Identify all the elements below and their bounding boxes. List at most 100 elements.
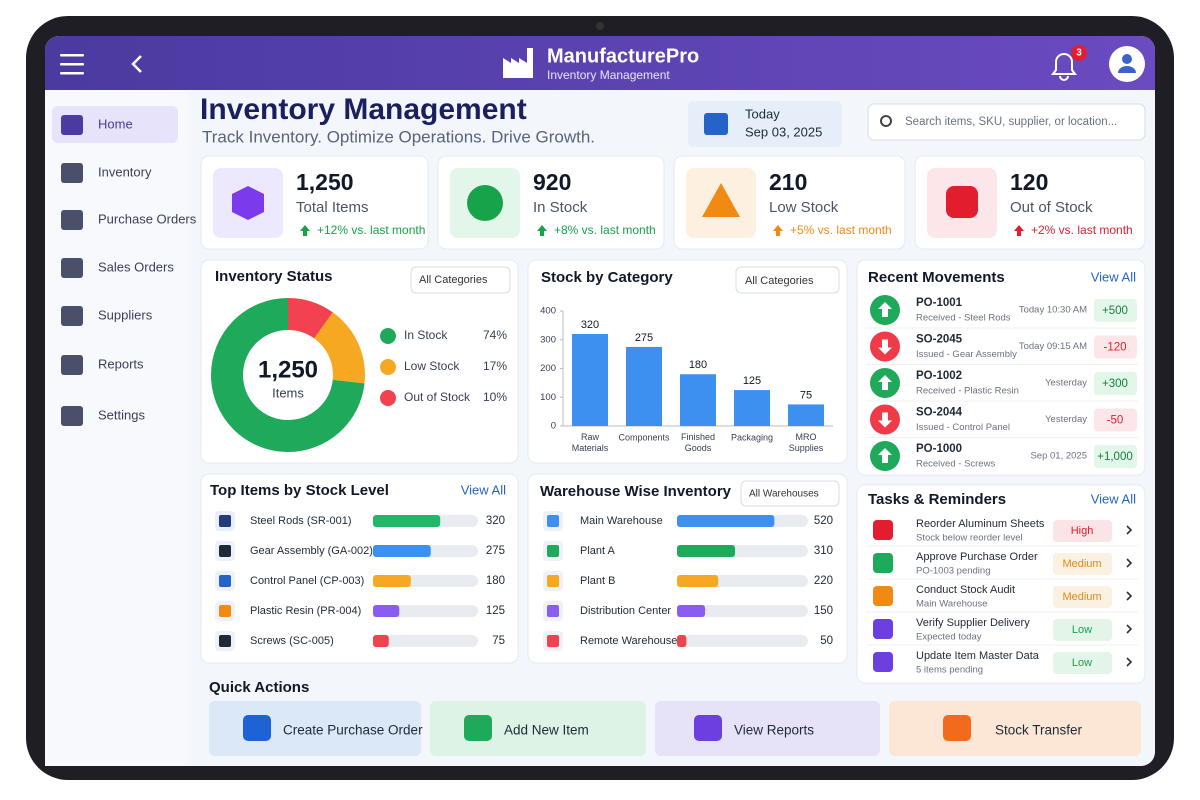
page-title: Inventory Management	[200, 93, 527, 126]
item-name: Distribution Center	[580, 605, 671, 617]
movement-quantity: +500	[1102, 305, 1128, 317]
bar	[677, 605, 706, 617]
movement-description: Received - Screws	[916, 459, 995, 470]
item-icon	[219, 515, 231, 527]
priority-pill	[1053, 619, 1112, 641]
action-button[interactable]	[209, 701, 421, 756]
item-value: 50	[820, 635, 833, 647]
bar	[677, 545, 736, 557]
date-box	[688, 101, 842, 147]
filter-label[interactable]: All Categories	[419, 274, 488, 286]
nav-icon	[61, 406, 83, 426]
filter-label[interactable]: All Warehouses	[749, 489, 819, 500]
kpi-value: 210	[769, 169, 807, 195]
section-title: Quick Actions	[209, 679, 309, 696]
nav-item[interactable]: Purchase Orders	[98, 211, 197, 226]
donut-center-value: 1,250	[258, 356, 318, 383]
item-name: Plastic Resin (PR-004)	[250, 605, 361, 617]
item-name: Screws (SC-005)	[250, 635, 334, 647]
action-button[interactable]	[889, 701, 1141, 756]
action-label[interactable]: Stock Transfer	[995, 723, 1083, 738]
nav-item[interactable]: Settings	[98, 407, 145, 422]
item-value: 125	[486, 605, 505, 617]
quantity-pill	[1094, 372, 1137, 395]
movement-description: Issued - Control Panel	[916, 422, 1010, 433]
movement-id: PO-1000	[916, 443, 962, 455]
task-title[interactable]: Approve Purchase Order	[916, 551, 1038, 563]
item-name: Main Warehouse	[580, 515, 663, 527]
filter-label[interactable]: All Categories	[745, 275, 814, 287]
bar	[373, 515, 441, 527]
item-icon	[219, 575, 231, 587]
legend-dot	[380, 359, 396, 375]
bar	[788, 404, 824, 426]
movement-arrow	[878, 448, 892, 463]
task-title[interactable]: Update Item Master Data	[916, 650, 1040, 662]
avatar-head	[1122, 54, 1132, 64]
nav-item[interactable]: Inventory	[98, 164, 152, 179]
kpi-icon	[467, 185, 503, 221]
task-detail: PO-1003 pending	[916, 566, 990, 577]
movement-quantity: +300	[1102, 378, 1128, 390]
app-subtitle: Inventory Management	[547, 68, 670, 82]
nav-item[interactable]: Reports	[98, 356, 144, 371]
legend-label: In Stock	[404, 328, 448, 342]
action-button[interactable]	[430, 701, 646, 756]
movement-description: Received - Plastic Resin	[916, 386, 1019, 397]
nav-item[interactable]: Home	[98, 116, 133, 131]
task-icon	[873, 586, 893, 606]
donut-segment	[211, 298, 365, 452]
movement-description: Issued - Gear Assembly	[916, 349, 1017, 360]
nav-item[interactable]: Suppliers	[98, 307, 153, 322]
kpi-change: +12% vs. last month	[317, 223, 425, 237]
nav-icon	[61, 115, 83, 135]
legend-value: 17%	[483, 359, 507, 373]
x-tick-label: MRO Supplies	[789, 432, 824, 453]
priority-pill	[1053, 652, 1112, 674]
bar-track	[373, 635, 478, 647]
item-name: Remote Warehouse	[580, 635, 677, 647]
notification-count: 3	[1076, 48, 1082, 59]
search-box	[867, 103, 1146, 141]
x-tick-label: Raw Materials	[572, 432, 609, 453]
legend-value: 10%	[483, 390, 507, 404]
bar-value-label: 125	[743, 375, 761, 387]
legend-label: Out of Stock	[404, 390, 471, 404]
task-title[interactable]: Conduct Stock Audit	[916, 584, 1015, 596]
action-label[interactable]: Add New Item	[504, 723, 589, 738]
menu-icon-line	[60, 72, 84, 75]
item-icon	[219, 605, 231, 617]
movement-id: PO-1001	[916, 297, 963, 309]
movement-arrow	[878, 412, 892, 428]
task-title[interactable]: Reorder Aluminum Sheets	[916, 518, 1045, 530]
search-placeholder[interactable]: Search items, SKU, supplier, or location…	[905, 116, 1117, 128]
donut-center-label: Items	[272, 385, 304, 400]
panel-title: Tasks & Reminders	[868, 491, 1006, 508]
priority-label: Low	[1072, 624, 1092, 636]
view-all-link[interactable]: View All	[1091, 269, 1136, 284]
item-name: Control Panel (CP-003)	[250, 575, 364, 587]
item-name: Gear Assembly (GA-002)	[250, 545, 373, 557]
y-tick-label: 0	[551, 421, 556, 432]
bar-value-label: 275	[635, 332, 653, 344]
nav-icon	[61, 210, 83, 230]
action-label[interactable]: Create Purchase Order	[283, 723, 423, 738]
task-title[interactable]: Verify Supplier Delivery	[916, 617, 1030, 629]
legend-dot	[380, 328, 396, 344]
action-button[interactable]	[655, 701, 880, 756]
task-icon	[873, 619, 893, 639]
kpi-value: 1,250	[296, 169, 354, 195]
bar	[572, 334, 608, 426]
movement-arrow	[878, 302, 892, 317]
nav-item[interactable]: Sales Orders	[98, 259, 174, 274]
view-all-link[interactable]: View All	[461, 482, 506, 497]
nav-icon	[61, 258, 83, 278]
movement-id: SO-2044	[916, 407, 963, 419]
movement-time: Today 09:15 AM	[1019, 341, 1087, 352]
view-all-link[interactable]: View All	[1091, 491, 1136, 506]
nav-icon	[61, 306, 83, 326]
action-label[interactable]: View Reports	[734, 723, 814, 738]
item-value: 310	[814, 545, 833, 557]
filter-dropdown	[740, 480, 840, 507]
